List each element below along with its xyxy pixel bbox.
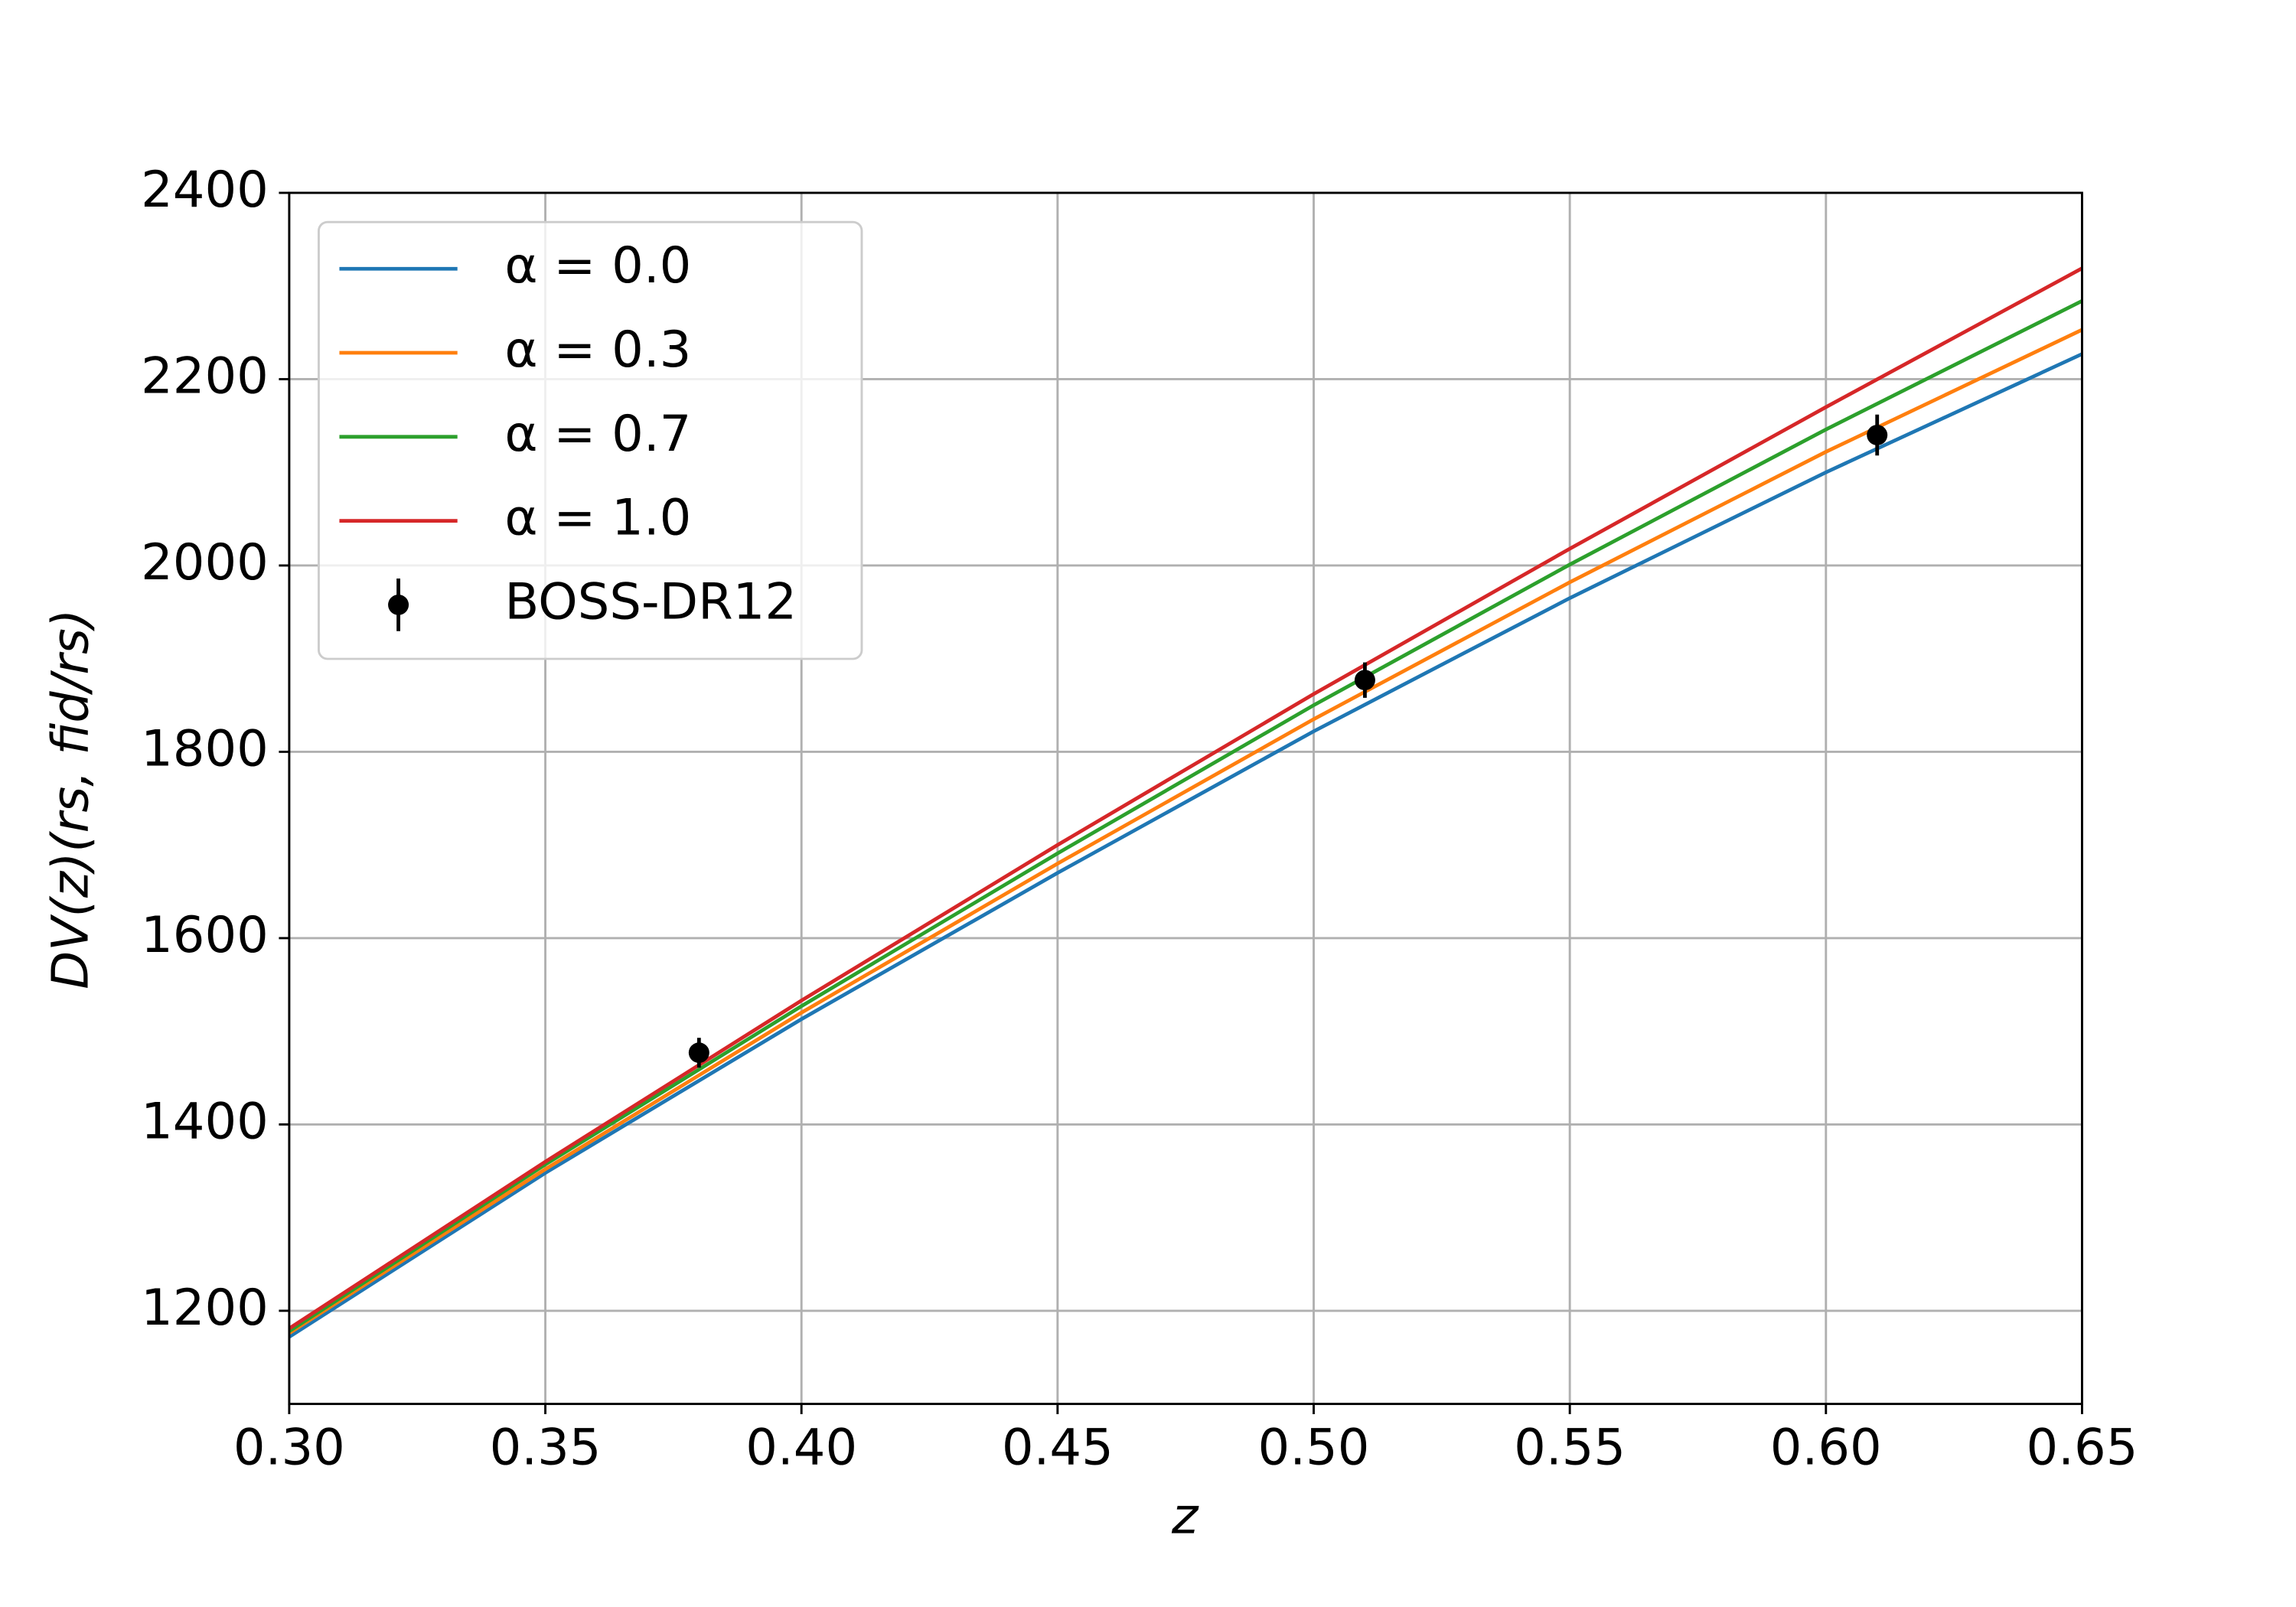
legend-label: α = 0.3 [504, 321, 691, 379]
series-line [288, 266, 2083, 1331]
series-line [288, 328, 2083, 1335]
y-tick-label: 1400 [141, 1093, 269, 1151]
y-tick-label: 1200 [141, 1279, 269, 1337]
x-tick-label: 0.30 [233, 1419, 345, 1477]
legend-label: α = 1.0 [504, 489, 691, 547]
y-tick-label: 1800 [141, 720, 269, 778]
legend-label: α = 0.7 [504, 405, 691, 463]
legend-swatch [388, 595, 409, 615]
data-point [1354, 670, 1375, 691]
series-line [288, 352, 2083, 1338]
y-axis-label: DV(z)(rs, fid/rs) [41, 609, 99, 989]
x-axis-label: z [1171, 1488, 1199, 1546]
x-tick-label: 0.55 [1514, 1419, 1626, 1477]
series-line [288, 299, 2083, 1333]
legend-label: α = 0.0 [504, 237, 691, 295]
y-tick-label: 1600 [141, 906, 269, 964]
x-tick-label: 0.60 [1770, 1419, 1882, 1477]
data-point [688, 1042, 709, 1064]
y-tick-label: 2400 [141, 161, 269, 219]
legend-box [318, 220, 863, 660]
data-point [1867, 425, 1888, 445]
x-tick-label: 0.35 [490, 1419, 602, 1477]
x-tick-label: 0.40 [745, 1419, 857, 1477]
x-tick-label: 0.65 [2026, 1419, 2138, 1477]
plot-frame [288, 191, 2083, 1406]
legend-label: BOSS-DR12 [504, 573, 797, 631]
y-tick-label: 2200 [141, 347, 269, 406]
x-tick-label: 0.45 [1002, 1419, 1114, 1477]
y-tick-label: 2000 [141, 533, 269, 592]
x-tick-label: 0.50 [1258, 1419, 1370, 1477]
